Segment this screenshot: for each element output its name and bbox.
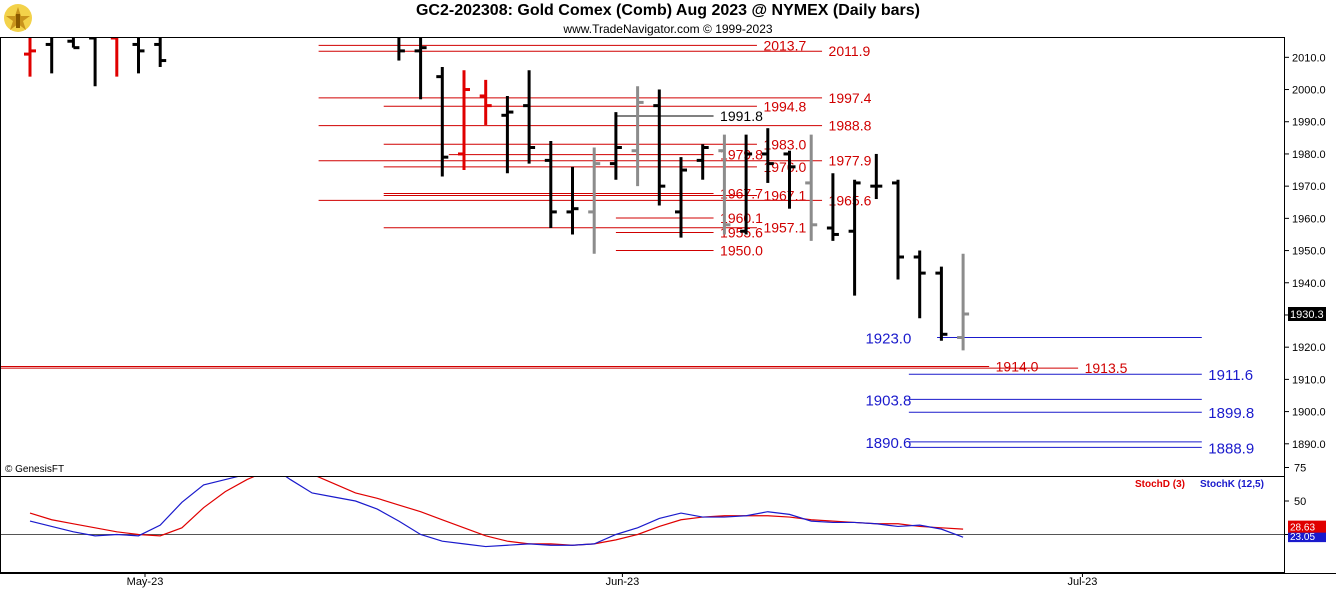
level-label: 1914.0 bbox=[996, 359, 1039, 375]
level-label: 1950.0 bbox=[720, 243, 763, 259]
ohlc-bar bbox=[501, 95, 514, 174]
level-label: 2013.7 bbox=[763, 37, 806, 53]
ohlc-bar bbox=[696, 144, 709, 180]
stoch-line bbox=[29, 477, 964, 548]
ohlc-bar bbox=[458, 70, 470, 171]
y-tick-label: 1950.0 bbox=[1292, 246, 1326, 258]
level-label: 1923.0 bbox=[865, 331, 911, 348]
level-label: 1988.8 bbox=[829, 118, 872, 134]
ohlc-bar bbox=[870, 153, 883, 200]
level-label: 1903.8 bbox=[865, 392, 911, 409]
x-tick-label: Jul-23 bbox=[1067, 576, 1097, 588]
level-label: 1913.5 bbox=[1085, 360, 1128, 376]
level-label: 2011.9 bbox=[829, 43, 871, 59]
ohlc-bar bbox=[761, 128, 774, 183]
x-tick-label: Jun-23 bbox=[606, 576, 640, 588]
ohlc-bar bbox=[631, 86, 644, 187]
ohlc-bar bbox=[566, 166, 579, 235]
level-label: 1991.8 bbox=[720, 108, 763, 124]
last-price-box bbox=[1288, 307, 1326, 322]
level-label: 1979.8 bbox=[720, 147, 763, 163]
ohlc-bar bbox=[436, 66, 449, 177]
stoch-d-last-label: 28.63 bbox=[1290, 523, 1315, 534]
stoch-line bbox=[29, 477, 964, 546]
ohlc-bar bbox=[154, 38, 167, 67]
ohlc-bar bbox=[892, 179, 904, 280]
y-tick-label: 1960.0 bbox=[1292, 213, 1326, 225]
ohlc-bar bbox=[653, 89, 666, 206]
level-label: 1899.8 bbox=[1208, 405, 1254, 422]
y-tick-label: 2010.0 bbox=[1292, 52, 1326, 64]
y-tick-label: 2000.0 bbox=[1292, 85, 1326, 97]
y-tick-label: 1970.0 bbox=[1292, 181, 1326, 193]
level-label: 1994.8 bbox=[763, 98, 806, 114]
ohlc-bar bbox=[588, 147, 601, 254]
ohlc-bar bbox=[110, 38, 119, 77]
y-tick-label: 1900.0 bbox=[1292, 407, 1326, 419]
stoch-k-last-label: 23.05 bbox=[1290, 532, 1315, 543]
ohlc-bar bbox=[523, 70, 536, 164]
ohlc-bar bbox=[479, 79, 492, 125]
y-tick-label: 1920.0 bbox=[1292, 342, 1326, 354]
stoch-k-last-box bbox=[1288, 530, 1326, 543]
ohlc-bar bbox=[935, 266, 948, 341]
stoch-legend-entry: StochD (3) bbox=[1135, 479, 1185, 490]
ohlc-bar bbox=[45, 38, 54, 74]
ohlc-bar bbox=[414, 38, 427, 100]
trade-navigator-logo-icon bbox=[4, 4, 32, 32]
y-tick-label: 1910.0 bbox=[1292, 374, 1326, 386]
level-label: 1983.0 bbox=[763, 136, 806, 152]
level-label: 1957.1 bbox=[763, 220, 806, 236]
y-tick-label: 1890.0 bbox=[1292, 439, 1326, 451]
chart-frame bbox=[0, 37, 1336, 574]
ohlc-bar bbox=[544, 141, 557, 229]
level-label: 1890.6 bbox=[865, 435, 911, 452]
level-label: 1888.9 bbox=[1208, 440, 1254, 457]
ohlc-bar bbox=[913, 250, 926, 319]
chart-title: GC2-202308: Gold Comex (Comb) Aug 2023 @… bbox=[415, 2, 921, 19]
watermark: © GenesisFT bbox=[5, 464, 64, 475]
x-tick-label: May-23 bbox=[127, 576, 164, 588]
y-tick-label: 1990.0 bbox=[1292, 117, 1326, 129]
ohlc-bar bbox=[609, 112, 622, 180]
chart-subtitle: www.TradeNavigator.com © 1999-2023 bbox=[563, 22, 773, 36]
y-tick-label: 1940.0 bbox=[1292, 278, 1326, 290]
stoch-plot bbox=[1, 477, 1284, 548]
ohlc-bar bbox=[24, 38, 36, 77]
ohlc-bar bbox=[397, 38, 405, 61]
level-label: 1976.0 bbox=[763, 159, 806, 175]
ohlc-bar bbox=[132, 38, 145, 74]
ohlc-bar bbox=[740, 134, 753, 235]
ohlc-bar bbox=[783, 150, 796, 209]
stoch-d-last-box bbox=[1288, 520, 1326, 533]
ohlc-bar bbox=[67, 38, 80, 50]
ohlc-bar bbox=[957, 253, 970, 351]
level-label: 1997.4 bbox=[829, 90, 872, 106]
ohlc-bar bbox=[675, 157, 687, 238]
last-price-label: 1930.3 bbox=[1290, 309, 1324, 321]
level-label: 1965.6 bbox=[829, 192, 872, 208]
level-label: 1977.9 bbox=[829, 153, 872, 169]
ohlc-bar bbox=[848, 179, 861, 296]
level-label: 1967.1 bbox=[763, 187, 806, 203]
stoch-y-tick-label: 50 bbox=[1294, 496, 1306, 508]
ohlc-bar bbox=[805, 134, 818, 241]
ohlc-bar bbox=[89, 38, 97, 87]
level-label: 1967.7 bbox=[720, 186, 763, 202]
level-label: 1911.6 bbox=[1208, 367, 1253, 384]
ohlc-bar bbox=[826, 173, 839, 241]
stoch-y-tick-label: 75 bbox=[1294, 463, 1306, 475]
ohlc-bar bbox=[718, 134, 731, 235]
stoch-legend-entry: StochK (12,5) bbox=[1200, 479, 1264, 490]
stoch-panel-border bbox=[0, 476, 1285, 573]
y-tick-label: 1980.0 bbox=[1292, 149, 1326, 161]
level-label: 1960.1 bbox=[720, 210, 763, 226]
